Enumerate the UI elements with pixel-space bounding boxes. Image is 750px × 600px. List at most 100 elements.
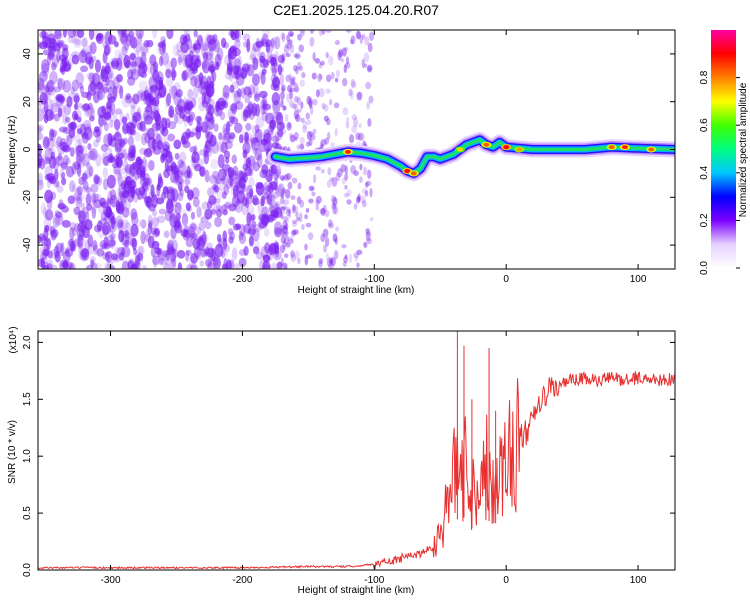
- spectrogram-noise-mark: [185, 249, 192, 256]
- spectrogram-noise-mark: [201, 42, 209, 52]
- spectrogram-noise-mark: [245, 157, 252, 169]
- spectrogram-noise-mark: [268, 242, 277, 256]
- spectrogram-noise-mark: [108, 265, 115, 269]
- spectrogram-noise-mark: [298, 212, 303, 223]
- spectrogram-noise-mark: [96, 88, 106, 101]
- spectrogram-noise-mark: [174, 202, 182, 215]
- spectrogram-noise-mark: [340, 164, 347, 173]
- spectrogram-noise-mark: [325, 253, 329, 260]
- spectrogram-noise-mark: [53, 113, 59, 123]
- spectrogram-noise-mark: [201, 60, 211, 74]
- spectrogram-noise-mark: [329, 256, 334, 266]
- spectrogram-noise-mark: [262, 206, 268, 215]
- spectrogram-noise-mark: [72, 193, 79, 200]
- spectrogram-noise-mark: [289, 134, 296, 143]
- spectrogram-noise-mark: [348, 253, 353, 264]
- spectrogram-noise-mark: [81, 185, 91, 193]
- spectrogram-noise-mark: [178, 161, 187, 176]
- spectrogram-noise-mark: [293, 109, 299, 120]
- spectrogram-noise-mark: [230, 102, 238, 115]
- spectrogram-noise-mark: [142, 177, 151, 186]
- spectrogram-noise-mark: [243, 245, 249, 256]
- spectrogram-noise-mark: [198, 221, 206, 232]
- spectrogram-noise-mark: [343, 64, 347, 74]
- spectrogram-noise-mark: [286, 208, 291, 217]
- spectrogram-noise-mark: [129, 168, 134, 179]
- spectrogram-noise-mark: [124, 221, 132, 236]
- spectrogram-noise-mark: [250, 137, 259, 144]
- spectrogram-noise-mark: [62, 250, 71, 262]
- spectrogram-noise-mark: [292, 229, 299, 235]
- spectrogram-noise-mark: [170, 247, 177, 262]
- spectrogram-noise-mark: [148, 203, 156, 212]
- spectrogram-noise-mark: [108, 79, 115, 90]
- spectrogram-noise-mark: [159, 42, 165, 56]
- spectrogram-noise-mark: [218, 178, 226, 191]
- spectrogram-noise-mark: [59, 161, 69, 169]
- spectrogram-noise-mark: [38, 179, 44, 191]
- spectrogram-noise-mark: [130, 68, 140, 81]
- spectrogram-noise-mark: [215, 204, 222, 212]
- spectrogram-noise-mark: [106, 174, 116, 189]
- snr-x-axis-label: Height of straight line (km): [298, 585, 415, 596]
- spectrogram-noise-mark: [225, 156, 230, 164]
- spectrogram-noise-mark: [116, 219, 124, 228]
- spectrogram-noise-mark: [115, 108, 123, 115]
- spectrogram-noise-mark: [69, 121, 77, 130]
- spectrogram-noise-mark: [353, 203, 358, 210]
- spectrogram-noise-mark: [154, 227, 160, 237]
- spectrogram-noise-mark: [44, 137, 51, 147]
- spectrogram-noise-mark: [87, 150, 96, 161]
- spectrogram-noise-mark: [298, 65, 304, 72]
- spectrogram-noise-mark: [300, 30, 305, 38]
- spectrogram-noise-mark: [78, 50, 88, 64]
- spectrogram-noise-mark: [55, 242, 63, 254]
- spectrogram-noise-mark: [309, 130, 314, 138]
- spectrogram-noise-mark: [348, 88, 353, 97]
- spectrogram-noise-mark: [286, 208, 291, 213]
- spectrogram-x-tick-label: -100: [364, 274, 384, 285]
- spectrogram-noise-mark: [179, 151, 187, 164]
- spectrogram-noise-mark: [47, 30, 53, 40]
- spectrogram-noise-mark: [293, 96, 299, 103]
- spectrogram-noise-mark: [283, 264, 287, 269]
- spectrogram-noise-mark: [255, 40, 264, 48]
- spectrogram-noise-mark: [167, 121, 177, 130]
- spectrogram-noise-mark: [127, 135, 134, 147]
- spectrogram-noise-mark: [77, 116, 82, 123]
- spectrogram-noise-mark: [280, 235, 286, 244]
- spectrogram-noise-mark: [76, 185, 83, 196]
- spectrogram-noise-mark: [282, 225, 288, 231]
- spectrogram-noise-mark: [182, 114, 188, 122]
- spectrogram-noise-mark: [166, 92, 172, 107]
- spectrogram-noise-mark: [76, 123, 85, 135]
- spectrogram-noise-mark: [182, 230, 191, 241]
- spectrogram-noise-mark: [344, 165, 348, 175]
- spectrogram-noise-mark: [131, 60, 137, 75]
- spectrogram-noise-mark: [237, 170, 245, 182]
- spectrogram-noise-mark: [116, 74, 123, 83]
- spectrogram-noise-mark: [74, 134, 81, 143]
- spectrogram-noise-mark: [102, 86, 110, 93]
- spectrogram-noise-mark: [107, 211, 115, 221]
- spectrogram-noise-mark: [350, 39, 354, 45]
- spectrogram-noise-mark: [81, 248, 90, 261]
- spectrogram-noise-mark: [54, 215, 64, 226]
- spectrogram-noise-mark: [346, 189, 352, 197]
- spectrogram-noise-mark: [280, 32, 285, 40]
- spectrogram-noise-mark: [230, 188, 238, 196]
- spectrogram-noise-mark: [263, 191, 270, 200]
- spectrogram-noise-mark: [88, 115, 95, 122]
- spectrogram-noise-mark: [296, 196, 302, 205]
- spectrogram-noise-mark: [281, 205, 288, 210]
- spectrogram-noise-mark: [289, 87, 296, 93]
- spectrogram-noise-mark: [224, 201, 231, 209]
- spectrogram-noise-mark: [231, 47, 241, 57]
- spectrogram-noise-mark: [93, 173, 99, 185]
- spectrogram-noise-mark: [244, 166, 252, 177]
- spectrogram-noise-mark: [260, 138, 268, 146]
- spectrogram-noise-mark: [215, 208, 223, 218]
- spectrogram-noise-mark: [348, 134, 355, 144]
